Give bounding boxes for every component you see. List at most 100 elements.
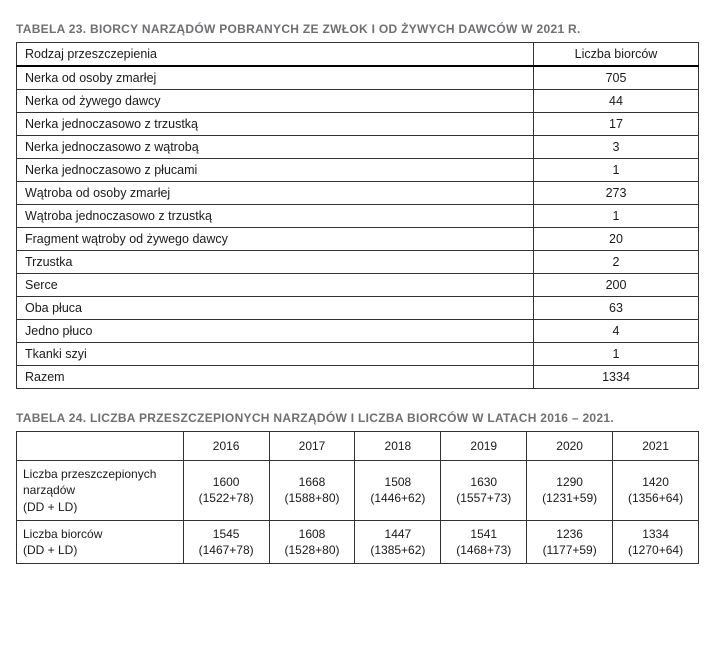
- total-label: Razem: [17, 366, 534, 389]
- table-row: Oba płuca63: [17, 297, 699, 320]
- row-count: 20: [534, 228, 699, 251]
- table24-cell: 1334(1270+64): [613, 520, 699, 563]
- table-row: Nerka jednoczasowo z płucami1: [17, 159, 699, 182]
- row-count: 63: [534, 297, 699, 320]
- cell-main: 1600: [190, 474, 263, 490]
- cell-paren: (1522+78): [190, 490, 263, 506]
- row-count: 17: [534, 113, 699, 136]
- table-row: Jedno płuco4: [17, 320, 699, 343]
- table24-row-recipients: Liczba biorców (DD + LD) 1545(1467+78) 1…: [17, 520, 699, 563]
- row-count: 1: [534, 343, 699, 366]
- table24-cell: 1420(1356+64): [613, 461, 699, 521]
- cell-paren: (1588+80): [276, 490, 349, 506]
- row-label: Serce: [17, 274, 534, 297]
- total-count: 1334: [534, 366, 699, 389]
- cell-paren: (1177+59): [533, 542, 606, 558]
- table-row: Trzustka2: [17, 251, 699, 274]
- cell-paren: (1467+78): [190, 542, 263, 558]
- table24-cell: 1508(1446+62): [355, 461, 441, 521]
- table24-cell: 1236(1177+59): [527, 520, 613, 563]
- row-label: Nerka od osoby zmarłej: [17, 66, 534, 90]
- table-row: Nerka od żywego dawcy44: [17, 90, 699, 113]
- table-row: Fragment wątroby od żywego dawcy20: [17, 228, 699, 251]
- table24-year: 2017: [269, 432, 355, 461]
- row-label: Trzustka: [17, 251, 534, 274]
- table24-blank-header: [17, 432, 184, 461]
- table24-cell: 1545(1467+78): [183, 520, 269, 563]
- table24-cell: 1290(1231+59): [527, 461, 613, 521]
- cell-main: 1541: [447, 526, 520, 542]
- row-count: 2: [534, 251, 699, 274]
- cell-main: 1545: [190, 526, 263, 542]
- table-row: Nerka jednoczasowo z trzustką17: [17, 113, 699, 136]
- row-label: Jedno płuco: [17, 320, 534, 343]
- row-count: 44: [534, 90, 699, 113]
- table24-cell: 1608(1528+80): [269, 520, 355, 563]
- table-row: Tkanki szyi1: [17, 343, 699, 366]
- cell-paren: (1356+64): [619, 490, 692, 506]
- table24-cell: 1447(1385+62): [355, 520, 441, 563]
- cell-main: 1290: [533, 474, 606, 490]
- row-count: 200: [534, 274, 699, 297]
- cell-paren: (1528+80): [276, 542, 349, 558]
- table24-cell: 1600(1522+78): [183, 461, 269, 521]
- row-label: Tkanki szyi: [17, 343, 534, 366]
- cell-paren: (1270+64): [619, 542, 692, 558]
- table23: Rodzaj przeszczepienia Liczba biorców Ne…: [16, 42, 699, 389]
- label-line: Liczba przeszczepionych: [23, 466, 177, 482]
- table24-year: 2021: [613, 432, 699, 461]
- table24-row-organs: Liczba przeszczepionych narządów (DD + L…: [17, 461, 699, 521]
- cell-main: 1420: [619, 474, 692, 490]
- table24-cell: 1668(1588+80): [269, 461, 355, 521]
- cell-paren: (1385+62): [361, 542, 434, 558]
- row-count: 1: [534, 205, 699, 228]
- cell-main: 1447: [361, 526, 434, 542]
- table24-year: 2018: [355, 432, 441, 461]
- table-row: Wątroba jednoczasowo z trzustką1: [17, 205, 699, 228]
- table-row: Wątroba od osoby zmarłej273: [17, 182, 699, 205]
- row-label: Nerka jednoczasowo z trzustką: [17, 113, 534, 136]
- table-row: Nerka jednoczasowo z wątrobą3: [17, 136, 699, 159]
- table-row: Nerka od osoby zmarłej705: [17, 66, 699, 90]
- table23-col-count: Liczba biorców: [534, 43, 699, 67]
- cell-paren: (1231+59): [533, 490, 606, 506]
- table-row: Serce200: [17, 274, 699, 297]
- row-label: Wątroba jednoczasowo z trzustką: [17, 205, 534, 228]
- label-line: Liczba biorców: [23, 526, 177, 542]
- table23-col-type: Rodzaj przeszczepienia: [17, 43, 534, 67]
- table24-header-row: 2016 2017 2018 2019 2020 2021: [17, 432, 699, 461]
- row-count: 705: [534, 66, 699, 90]
- cell-main: 1608: [276, 526, 349, 542]
- cell-paren: (1446+62): [361, 490, 434, 506]
- table24-title: TABELA 24. LICZBA PRZESZCZEPIONYCH NARZĄ…: [16, 411, 699, 425]
- row-count: 3: [534, 136, 699, 159]
- cell-main: 1508: [361, 474, 434, 490]
- cell-main: 1236: [533, 526, 606, 542]
- table23-total-row: Razem1334: [17, 366, 699, 389]
- cell-main: 1630: [447, 474, 520, 490]
- row-label: Fragment wątroby od żywego dawcy: [17, 228, 534, 251]
- row-label: Nerka jednoczasowo z płucami: [17, 159, 534, 182]
- row-count: 1: [534, 159, 699, 182]
- table24-row-label-recipients: Liczba biorców (DD + LD): [17, 520, 184, 563]
- table24-year: 2020: [527, 432, 613, 461]
- table24-year: 2019: [441, 432, 527, 461]
- cell-main: 1668: [276, 474, 349, 490]
- row-label: Nerka od żywego dawcy: [17, 90, 534, 113]
- table24-cell: 1541(1468+73): [441, 520, 527, 563]
- table24-cell: 1630(1557+73): [441, 461, 527, 521]
- table23-title: TABELA 23. BIORCY NARZĄDÓW POBRANYCH ZE …: [16, 22, 699, 36]
- table24-row-label-organs: Liczba przeszczepionych narządów (DD + L…: [17, 461, 184, 521]
- cell-paren: (1557+73): [447, 490, 520, 506]
- label-line: (DD + LD): [23, 542, 177, 558]
- table24: 2016 2017 2018 2019 2020 2021 Liczba prz…: [16, 431, 699, 564]
- cell-paren: (1468+73): [447, 542, 520, 558]
- row-label: Nerka jednoczasowo z wątrobą: [17, 136, 534, 159]
- table23-header-row: Rodzaj przeszczepienia Liczba biorców: [17, 43, 699, 67]
- row-label: Wątroba od osoby zmarłej: [17, 182, 534, 205]
- label-line: (DD + LD): [23, 499, 177, 515]
- cell-main: 1334: [619, 526, 692, 542]
- table24-year: 2016: [183, 432, 269, 461]
- row-count: 4: [534, 320, 699, 343]
- row-count: 273: [534, 182, 699, 205]
